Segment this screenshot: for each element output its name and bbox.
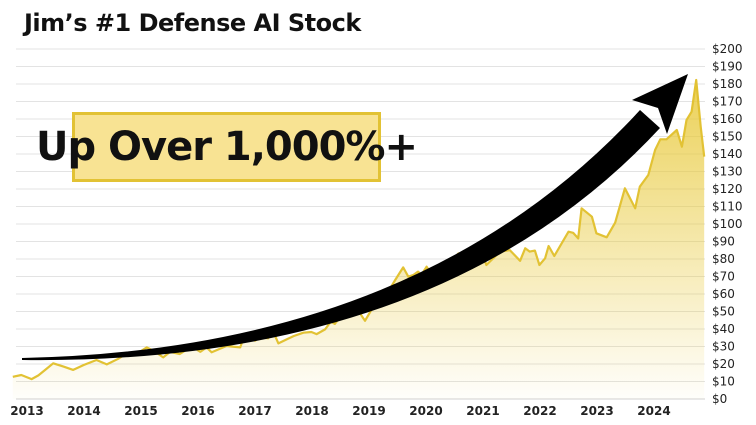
x-tick-label: 2014 [67, 404, 100, 418]
price-area-fill [12, 80, 705, 399]
x-tick-label: 2017 [238, 404, 271, 418]
y-axis-ticks: $0 $10 $20 $30 $40 $50 $60 $70 $80 $90 $100 $110 $12… [712, 42, 743, 406]
x-axis-ticks: 2013 2014 2015 2016 2017 2018 2019 2020 2021 2022… [10, 404, 670, 418]
y-tick-label: $80 [712, 252, 735, 266]
y-tick-label: $110 [712, 200, 743, 214]
y-tick-label: $0 [712, 392, 727, 406]
y-tick-label: $60 [712, 287, 735, 301]
x-tick-label: 2021 [466, 404, 499, 418]
y-tick-label: $120 [712, 182, 743, 196]
arrow-shaft [22, 110, 660, 361]
x-tick-label: 2013 [10, 404, 43, 418]
y-tick-label: $10 [712, 375, 735, 389]
y-tick-label: $90 [712, 235, 735, 249]
y-tick-label: $40 [712, 322, 735, 336]
gain-callout-text: Up Over 1,000%+ [36, 124, 418, 170]
gain-callout-box: Up Over 1,000%+ [36, 112, 418, 182]
y-tick-label: $190 [712, 60, 743, 74]
arrow-head [632, 74, 688, 134]
y-tick-label: $30 [712, 340, 735, 354]
x-tick-label: 2019 [352, 404, 385, 418]
y-tick-label: $180 [712, 77, 743, 91]
x-tick-label: 2022 [523, 404, 556, 418]
y-tick-label: $150 [712, 130, 743, 144]
x-tick-label: 2018 [295, 404, 328, 418]
price-line [12, 78, 706, 381]
x-tick-label: 2015 [124, 404, 157, 418]
chart-title: Jim’s #1 Defense AI Stock [24, 9, 361, 37]
y-tick-label: $130 [712, 165, 743, 179]
x-tick-label: 2023 [580, 404, 613, 418]
y-tick-label: $100 [712, 217, 743, 231]
y-tick-label: $160 [712, 112, 743, 126]
y-tick-label: $20 [712, 357, 735, 371]
y-tick-label: $170 [712, 95, 743, 109]
y-tick-label: $70 [712, 270, 735, 284]
x-tick-label: 2024 [637, 404, 670, 418]
x-tick-label: 2016 [181, 404, 214, 418]
y-tick-label: $140 [712, 147, 743, 161]
y-tick-label: $50 [712, 305, 735, 319]
y-tick-label: $200 [712, 42, 743, 56]
growth-arrow-icon [22, 74, 688, 361]
x-tick-label: 2020 [409, 404, 442, 418]
